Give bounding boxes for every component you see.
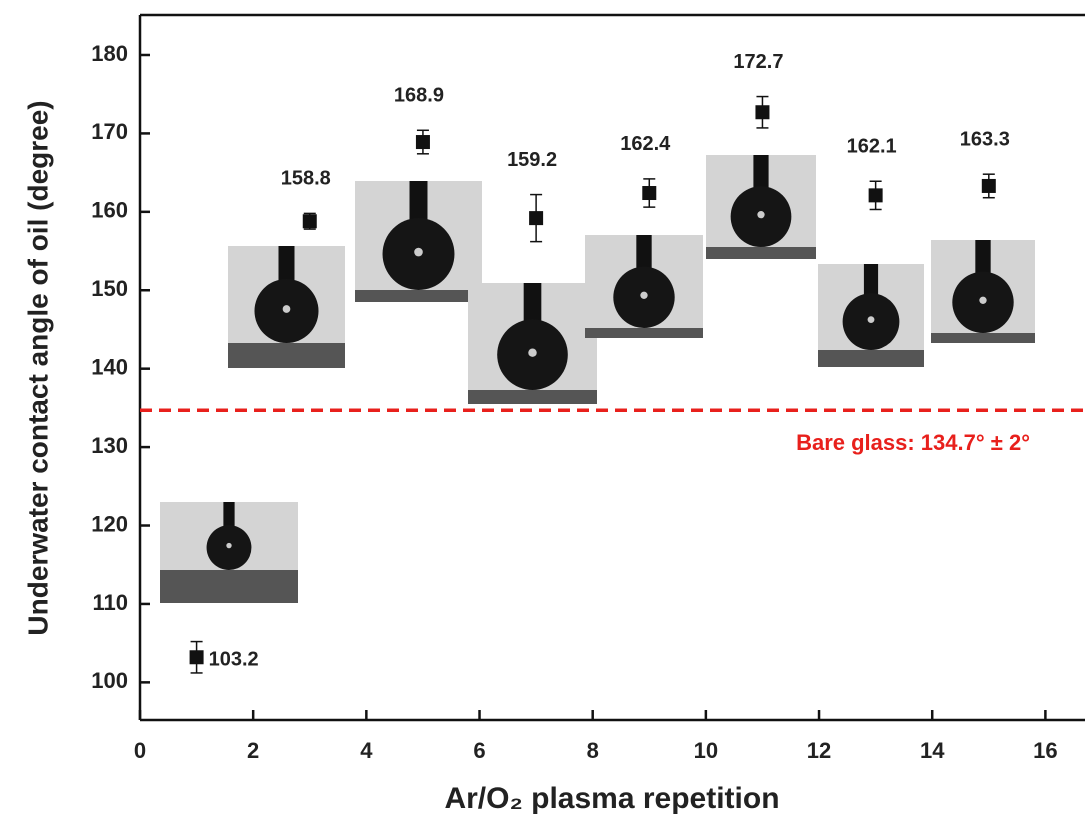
x-tick-label: 16 bbox=[1033, 738, 1057, 763]
droplet-highlight bbox=[414, 247, 423, 257]
value-label: 162.4 bbox=[620, 133, 671, 155]
point bbox=[189, 650, 204, 665]
value-label: 158.8 bbox=[281, 168, 331, 190]
photo-substrate bbox=[706, 247, 816, 259]
droplet-highlight bbox=[226, 542, 232, 549]
point bbox=[981, 178, 996, 193]
point bbox=[415, 135, 430, 150]
point bbox=[529, 211, 544, 226]
x-tick-label: 12 bbox=[807, 738, 831, 763]
reference-label: Bare glass: 134.7° ± 2° bbox=[796, 430, 1030, 455]
x-tick-label: 2 bbox=[247, 738, 259, 763]
y-tick-label: 100 bbox=[91, 668, 128, 693]
photo-substrate bbox=[468, 390, 597, 404]
droplet-photos bbox=[160, 155, 1035, 603]
y-tick-label: 170 bbox=[91, 119, 128, 144]
photo-substrate bbox=[160, 570, 298, 603]
droplet-highlight bbox=[640, 291, 648, 299]
y-tick-label: 110 bbox=[93, 590, 129, 615]
point bbox=[302, 214, 317, 229]
value-label: 103.2 bbox=[209, 649, 259, 671]
y-tick-label: 160 bbox=[91, 198, 128, 223]
photo-substrate bbox=[818, 350, 924, 367]
y-tick-label: 140 bbox=[91, 354, 128, 379]
x-tick-label: 0 bbox=[134, 738, 146, 763]
y-tick-label: 120 bbox=[91, 511, 128, 536]
y-tick-label: 150 bbox=[91, 276, 128, 301]
photo-substrate bbox=[931, 333, 1035, 343]
y-axis-title: Underwater contact angle of oil (degree) bbox=[22, 100, 53, 635]
value-label: 159.2 bbox=[507, 149, 557, 171]
value-label: 163.3 bbox=[960, 128, 1010, 150]
droplet-highlight bbox=[979, 296, 987, 304]
x-tick-label: 4 bbox=[360, 738, 373, 763]
droplet-highlight bbox=[757, 210, 765, 219]
value-label: 168.9 bbox=[394, 85, 444, 107]
y-tick-label: 180 bbox=[91, 41, 128, 66]
x-tick-label: 14 bbox=[920, 738, 945, 763]
droplet-highlight bbox=[282, 305, 291, 313]
photo-substrate bbox=[228, 343, 345, 368]
photo-substrate bbox=[585, 328, 703, 338]
x-tick-label: 6 bbox=[473, 738, 485, 763]
photo-substrate bbox=[355, 290, 482, 302]
point bbox=[642, 186, 657, 201]
y-tick-label: 130 bbox=[91, 433, 128, 458]
x-tick-label: 10 bbox=[694, 738, 718, 763]
value-label: 162.1 bbox=[847, 136, 897, 158]
point bbox=[868, 188, 883, 203]
x-axis-title: Ar/O₂ plasma repetition bbox=[444, 782, 779, 815]
x-tick-label: 8 bbox=[587, 738, 599, 763]
droplet-highlight bbox=[867, 316, 875, 324]
point bbox=[755, 105, 770, 120]
droplet-highlight bbox=[528, 348, 537, 357]
value-label: 172.7 bbox=[733, 51, 783, 73]
needle bbox=[223, 502, 235, 548]
